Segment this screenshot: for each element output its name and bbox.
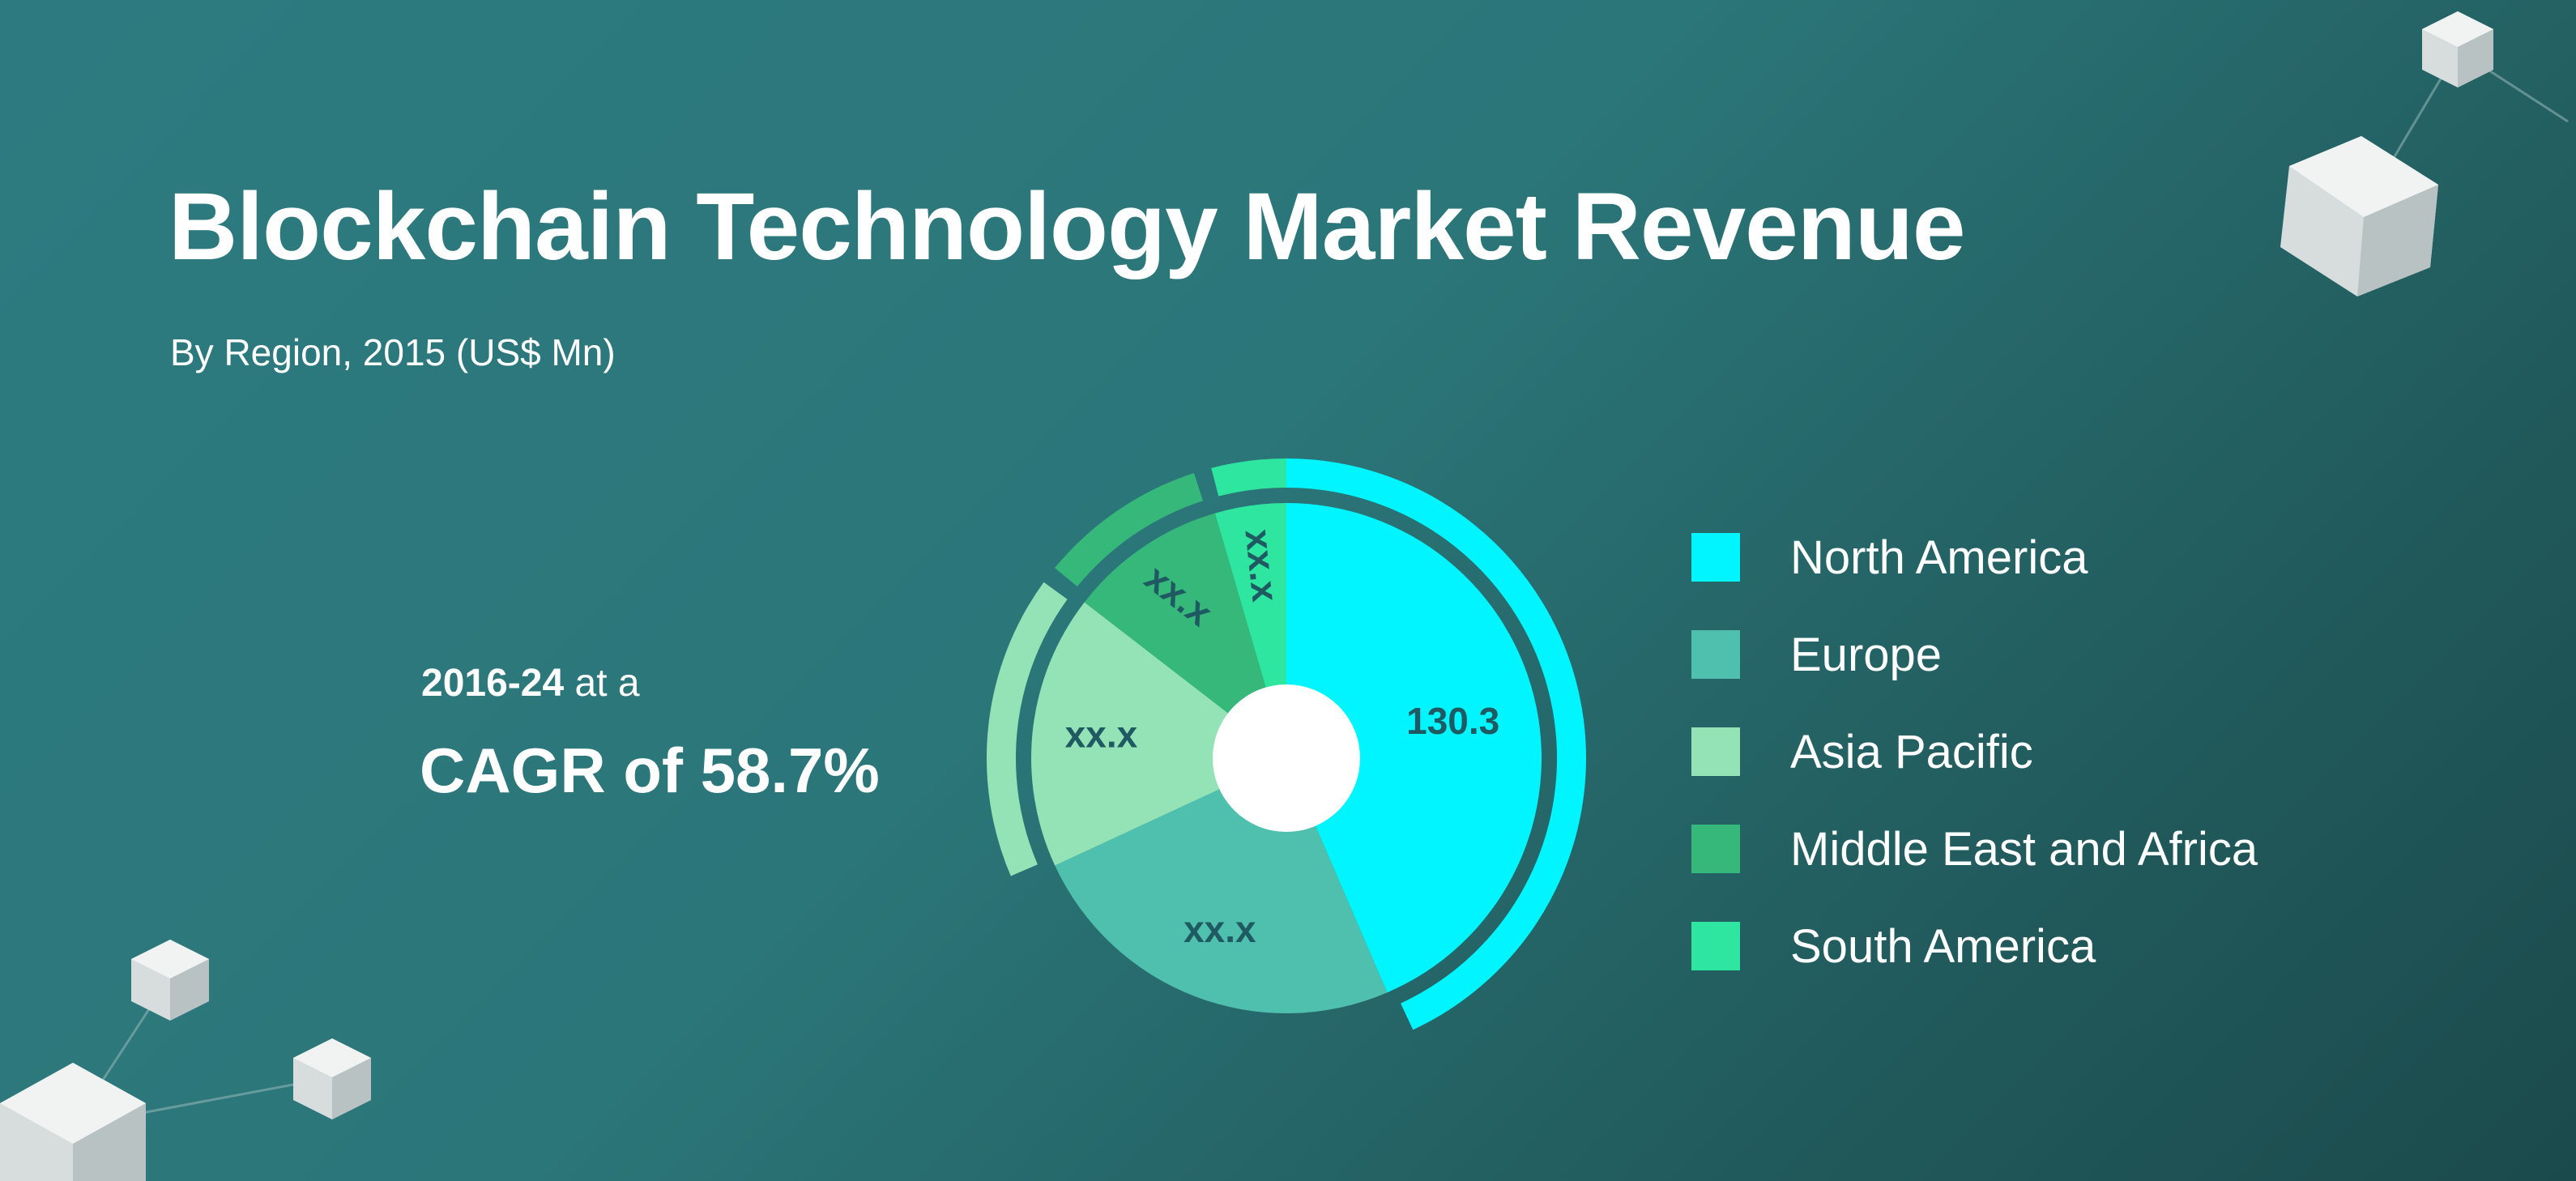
legend-label: Asia Pacific [1790, 725, 2033, 778]
outer-arc-south-america [1211, 458, 1287, 497]
legend-item-north-america: North America [1691, 509, 2258, 606]
legend-swatch [1691, 825, 1740, 873]
pie-slice-north-america [1286, 503, 1542, 993]
cagr-value: CAGR of 58.7% [420, 735, 880, 806]
slice-label-south-america: xx.x [1237, 527, 1286, 604]
legend-label: South America [1790, 919, 2096, 973]
chart-legend: North America Europe Asia Pacific Middle Ea… [1691, 509, 2258, 995]
legend-swatch [1691, 630, 1740, 679]
legend-item-middle-east-and-africa: Middle East and Africa [1691, 800, 2258, 897]
outer-arc-north-america [1286, 458, 1586, 1030]
slice-label-north-america: 130.3 [1406, 700, 1499, 742]
slice-label-asia-pacific: xx.x [1065, 713, 1138, 755]
legend-label: North America [1790, 531, 2088, 584]
legend-label: Europe [1790, 628, 1943, 681]
chart-title: Blockchain Technology Market Revenue [168, 173, 1966, 280]
legend-swatch [1691, 727, 1740, 776]
legend-swatch [1691, 533, 1740, 582]
outer-arc-asia-pacific [987, 582, 1068, 876]
outer-arcs [987, 458, 1586, 1030]
cagr-period-years: 2016-24 [421, 662, 565, 705]
legend-swatch [1691, 922, 1740, 970]
cagr-period: 2016-24 at a [421, 661, 640, 706]
legend-label: Middle East and Africa [1790, 822, 2258, 876]
pie-slice-middle-east-and-africa [1084, 513, 1286, 758]
chart-subtitle: By Region, 2015 (US$ Mn) [170, 331, 616, 373]
outer-arc-middle-east-and-africa [1055, 473, 1204, 587]
legend-item-europe: Europe [1691, 606, 2258, 703]
legend-item-south-america: South America [1691, 897, 2258, 995]
donut-hole [1213, 684, 1360, 832]
slice-label-europe: xx.x [1184, 908, 1256, 950]
cagr-period-suffix: at a [564, 662, 640, 705]
pie-slice-asia-pacific [1031, 602, 1286, 866]
legend-item-asia-pacific: Asia Pacific [1691, 703, 2258, 800]
